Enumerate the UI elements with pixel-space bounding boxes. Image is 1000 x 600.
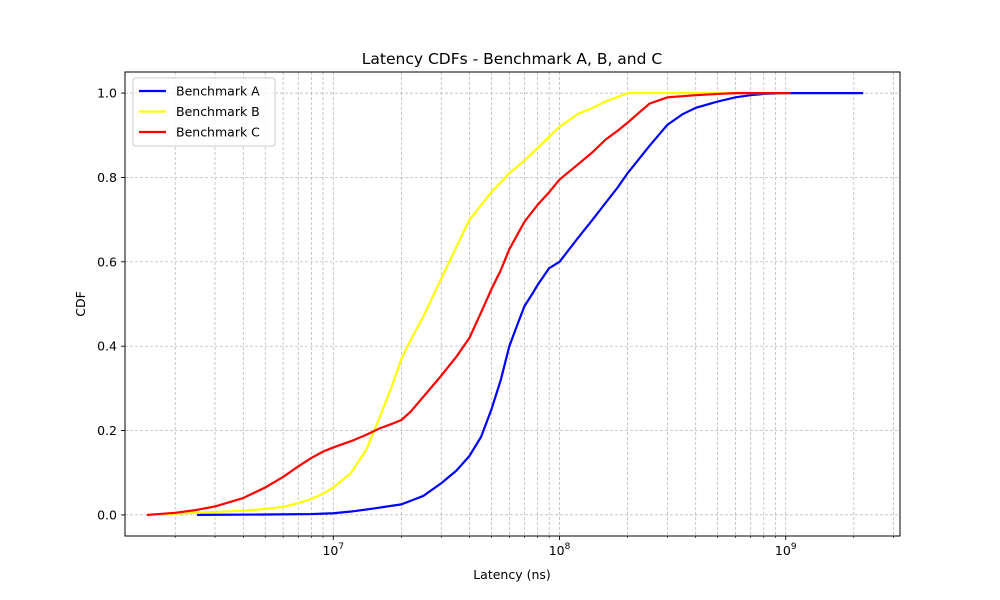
grid-layer — [125, 72, 900, 536]
x-tick-label: 107 — [322, 542, 344, 558]
y-axis-label: CDF — [73, 291, 88, 317]
y-tick-label: 0.6 — [97, 254, 117, 269]
x-tick-label: 108 — [549, 542, 571, 558]
tick-layer: 107 108 109 0.0 0.2 0.4 0.6 0.8 1.0 — [97, 86, 894, 558]
series-line-1 — [197, 91, 864, 517]
legend: Benchmark A Benchmark B Benchmark C — [132, 77, 276, 147]
legend-label: Benchmark B — [176, 104, 260, 119]
x-axis-label: Latency (ns) — [473, 567, 551, 582]
chart-title: Latency CDFs - Benchmark A, B, and C — [362, 50, 662, 68]
y-tick-label: 0.2 — [97, 423, 117, 438]
x-tick-label: 109 — [775, 542, 797, 558]
plot-frame — [124, 71, 901, 537]
plot-layer — [146, 91, 864, 517]
y-tick-label: 0.0 — [97, 507, 117, 522]
y-tick-label: 1.0 — [97, 86, 117, 101]
y-tick-label: 0.4 — [97, 339, 117, 354]
y-tick-label: 0.8 — [97, 170, 117, 185]
legend-label: Benchmark A — [176, 84, 260, 99]
series-line-2 — [146, 91, 786, 517]
legend-label: Benchmark C — [176, 125, 260, 140]
series-line-3 — [146, 91, 791, 517]
legend-box — [132, 77, 276, 147]
